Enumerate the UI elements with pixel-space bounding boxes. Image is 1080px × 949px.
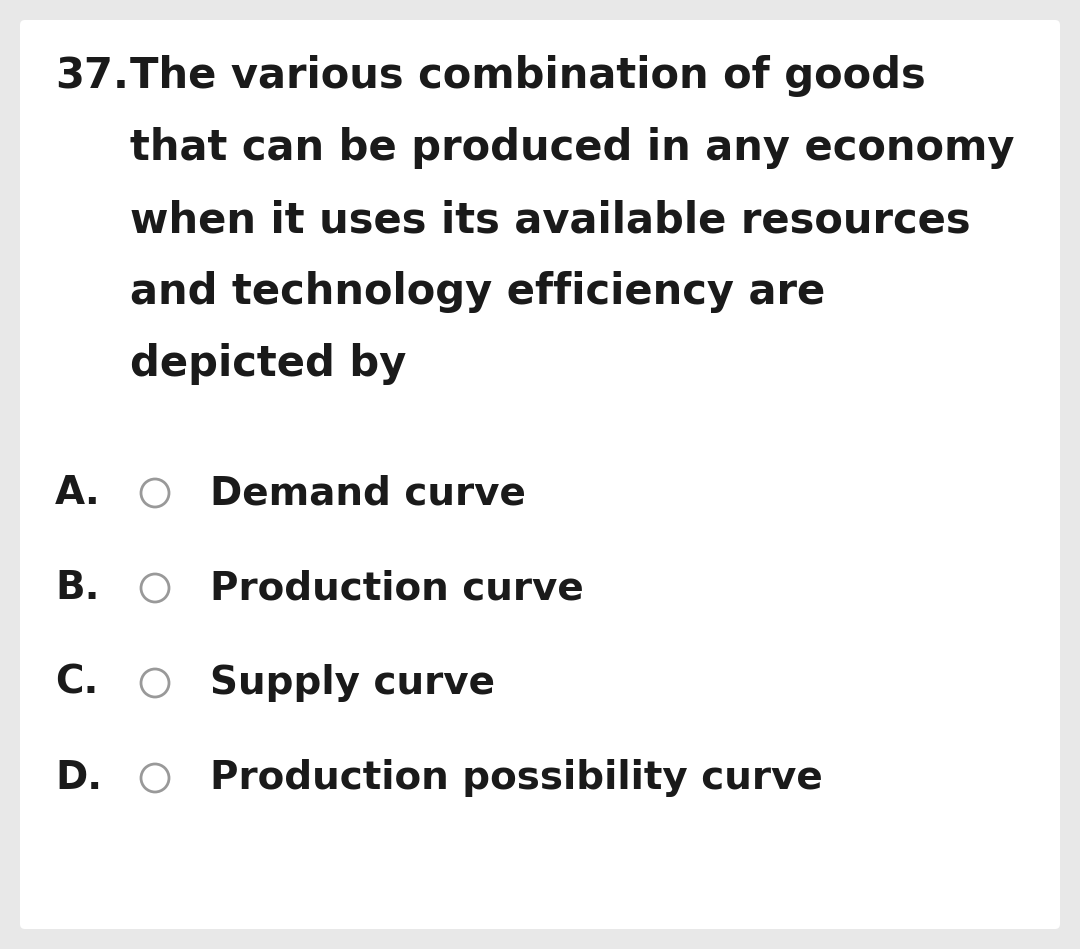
Text: and technology efficiency are: and technology efficiency are (130, 271, 825, 313)
Text: Supply curve: Supply curve (210, 664, 495, 702)
Text: Production curve: Production curve (210, 569, 584, 607)
Text: Demand curve: Demand curve (210, 474, 526, 512)
Text: when it uses its available resources: when it uses its available resources (130, 199, 971, 241)
Text: 37.: 37. (55, 55, 129, 97)
Text: Production possibility curve: Production possibility curve (210, 759, 823, 797)
Text: depicted by: depicted by (130, 343, 406, 385)
Text: The various combination of goods: The various combination of goods (130, 55, 926, 97)
Text: that can be produced in any economy: that can be produced in any economy (130, 127, 1014, 169)
Text: B.: B. (55, 569, 99, 607)
FancyBboxPatch shape (21, 20, 1059, 929)
Text: C.: C. (55, 664, 98, 702)
Text: A.: A. (55, 474, 100, 512)
Text: D.: D. (55, 759, 103, 797)
